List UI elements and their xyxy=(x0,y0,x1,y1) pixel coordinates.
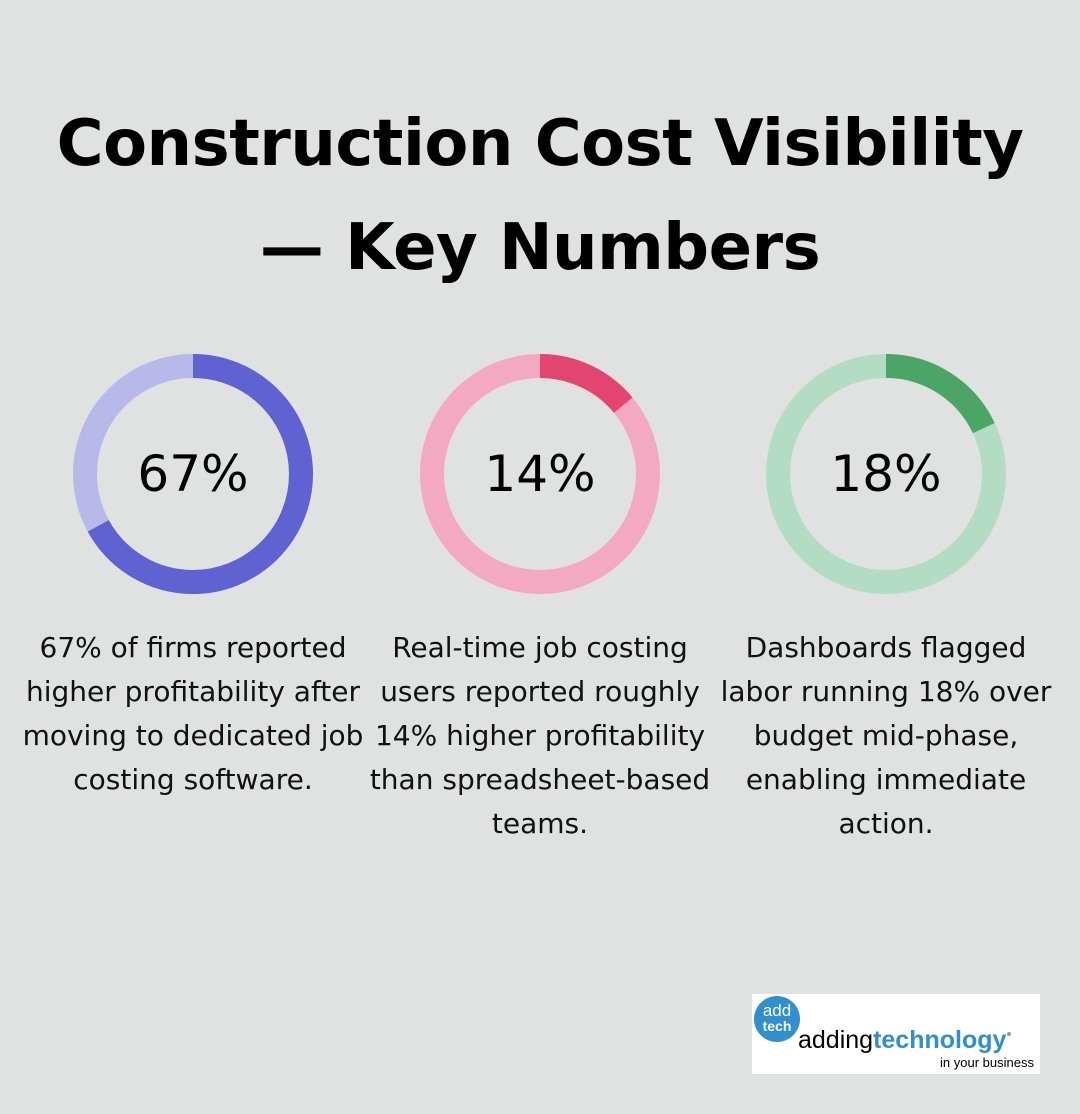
title-line-2: — Key Numbers xyxy=(259,211,821,285)
logo-dot xyxy=(1007,1032,1012,1036)
donut-chart-1: 67% xyxy=(71,352,315,596)
donut-fill-2 xyxy=(420,354,660,594)
stat-card-3: 18% Dashboards flagged labor running 18%… xyxy=(711,352,1061,846)
stat-card-2: 14% Real-time job costing users reported… xyxy=(365,352,715,846)
logo-tagline: in your business xyxy=(940,1055,1034,1070)
donut-svg-2 xyxy=(420,354,660,594)
logo-badge-top: add xyxy=(762,1001,792,1020)
logo-word-plain: adding xyxy=(798,1026,874,1054)
stat-value-1: 67% xyxy=(137,445,249,503)
logo-wordmark: addingtechnology xyxy=(798,1026,1012,1054)
title-line-1: Construction Cost Visibility xyxy=(56,107,1024,181)
donut-chart-3: 18% xyxy=(764,352,1008,596)
logo-badge: add tech xyxy=(754,996,800,1042)
company-logo: add tech addingtechnology in your busine… xyxy=(752,994,1040,1074)
donut-chart-2: 14% xyxy=(418,352,662,596)
logo-badge-bottom: tech xyxy=(762,1018,792,1034)
stat-description-2: Real-time job costing users reported rou… xyxy=(369,631,711,840)
donut-svg-3 xyxy=(766,354,1006,594)
stat-value-2: 14% xyxy=(484,445,596,503)
page-title: Construction Cost Visibility — Key Numbe… xyxy=(0,92,1080,300)
stat-value-3: 18% xyxy=(830,445,942,503)
donut-fill-1 xyxy=(73,354,313,594)
stat-description-1: 67% of firms reported higher profitabili… xyxy=(22,631,364,796)
stat-card-1: 67% 67% of firms reported higher profita… xyxy=(18,352,368,802)
stat-description-3: Dashboards flagged labor running 18% ove… xyxy=(720,631,1052,840)
logo-word-bold: technology xyxy=(873,1026,1007,1054)
donut-svg-1 xyxy=(73,354,313,594)
donut-fill-3 xyxy=(766,354,1006,594)
